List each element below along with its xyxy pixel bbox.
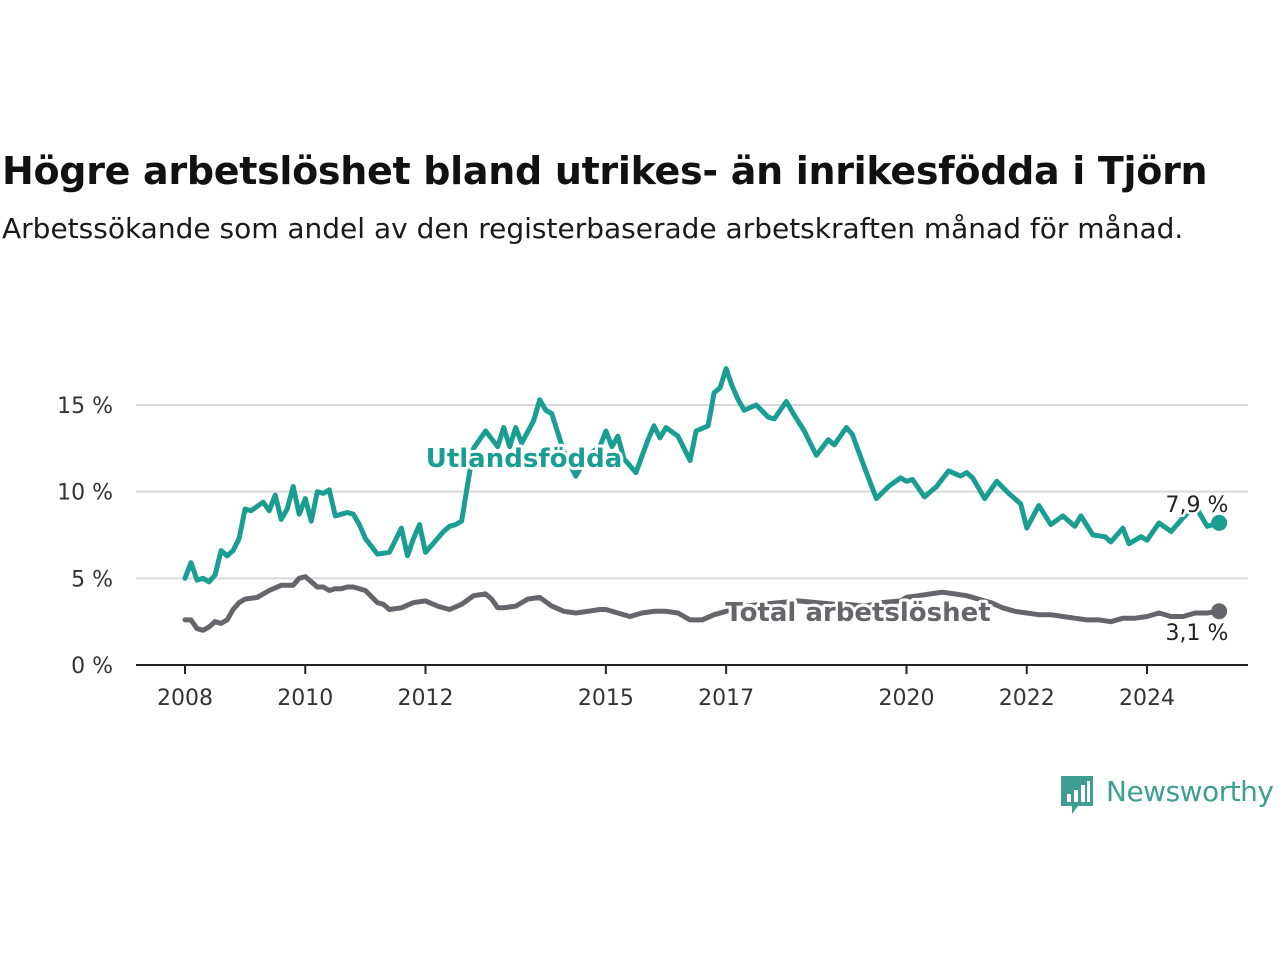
end-point-utlandsfodda	[1211, 514, 1228, 531]
end-label-utlandsfodda: 7,9 %	[1166, 493, 1229, 518]
line-chart: 0 %5 %10 %15 % 2008 2010 2012 2015 2017 2020 2…	[57, 366, 1248, 711]
y-tick-label: 15 %	[57, 394, 113, 419]
x-tick-label: 2020	[879, 686, 935, 711]
x-tick-labels: 2008 2010 2012 2015 2017 2020 2022 2024	[157, 665, 1175, 711]
x-tick-label: 2015	[578, 686, 634, 711]
x-tick-label: 2017	[698, 686, 754, 711]
end-point-total	[1211, 603, 1228, 620]
x-tick-label: 2024	[1119, 686, 1175, 711]
y-tick-labels: 0 % 5 % 10 % 15 %	[57, 394, 113, 679]
y-tick-label: 0 %	[71, 654, 113, 679]
x-tick-label: 2008	[157, 686, 213, 711]
y-tick-label: 5 %	[71, 567, 113, 592]
x-tick-label: 2012	[398, 686, 454, 711]
series-labels: Utlandsfödda Total arbetslöshet 7,9 % 3,1 %	[423, 441, 1231, 649]
brand-name: Newsworthy	[1106, 775, 1274, 808]
series-line-total	[182, 574, 1222, 633]
newsworthy-logo[interactable]: Newsworthy	[1058, 772, 1280, 818]
series-label-total: Total arbetslöshet	[725, 598, 990, 628]
end-label-total: 3,1 %	[1166, 621, 1229, 646]
chart-subtitle: Arbetssökande som andel av den registerb…	[2, 212, 1184, 245]
x-tick-label: 2010	[277, 686, 333, 711]
series-line-utlandsfodda	[182, 366, 1222, 585]
y-tick-label: 10 %	[57, 481, 113, 506]
x-tick-label: 2022	[999, 686, 1055, 711]
chart-title: Högre arbetslöshet bland utrikes- än inr…	[2, 149, 1208, 193]
series-label-utlandsfodda: Utlandsfödda	[426, 444, 623, 474]
newsworthy-logo-icon	[1061, 776, 1093, 814]
series-lines	[182, 366, 1228, 633]
